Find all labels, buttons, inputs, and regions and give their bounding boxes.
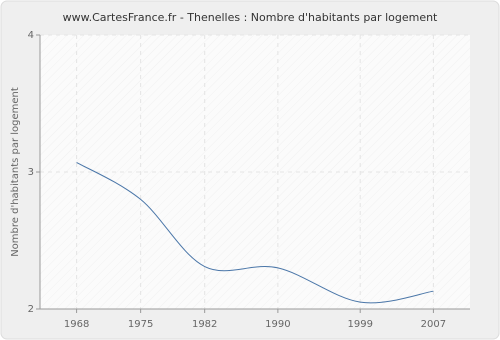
- y-tick-label: 4: [28, 30, 34, 41]
- x-tick-label: 1999: [347, 319, 372, 330]
- y-tick-label: 3: [28, 167, 34, 178]
- x-tick-label: 1990: [265, 319, 290, 330]
- chart-title: www.CartesFrance.fr - Thenelles : Nombre…: [63, 11, 438, 24]
- y-tick-label: 2: [28, 304, 34, 315]
- data-line: [76, 161, 434, 304]
- x-tick-label: 1968: [64, 319, 89, 330]
- x-tick-label: 1982: [192, 319, 217, 330]
- plot-area: [40, 35, 470, 309]
- x-tick-label: 2007: [421, 319, 446, 330]
- x-tick-label: 1975: [128, 319, 153, 330]
- y-axis-label: Nombre d'habitants par logement: [10, 87, 21, 257]
